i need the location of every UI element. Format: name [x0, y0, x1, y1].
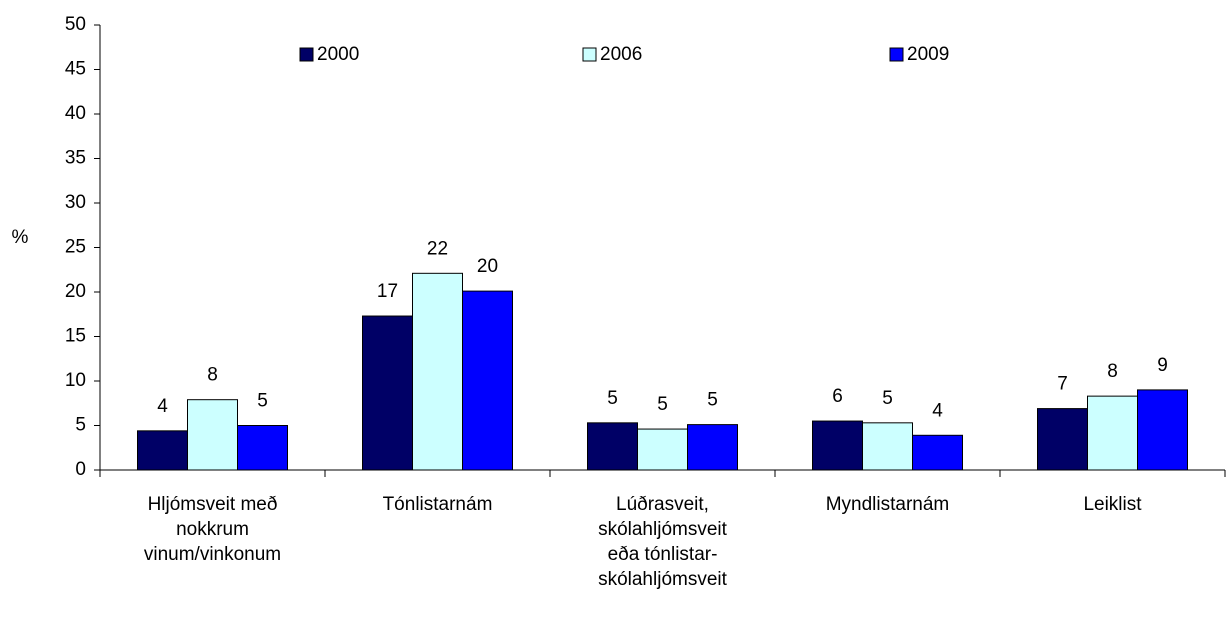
y-tick-label: 5 [75, 415, 86, 436]
y-tick-label: 20 [65, 281, 86, 302]
data-label: 5 [607, 388, 618, 409]
y-tick-label: 25 [65, 237, 86, 258]
legend-label: 2009 [907, 44, 949, 65]
x-tick-label: Hljómsveit með nokkrum vinum/vinkonum [143, 494, 282, 565]
bar [812, 420, 863, 471]
y-tick-label: 30 [65, 192, 86, 213]
y-tick-label: 10 [65, 370, 86, 391]
y-axis-label: % [12, 227, 29, 248]
data-label: 8 [207, 365, 218, 386]
bar [912, 434, 963, 471]
data-label: 4 [157, 396, 168, 417]
data-label: 5 [257, 391, 268, 412]
bar [1037, 408, 1088, 471]
x-tick-label: Myndlistarnám [825, 494, 950, 515]
legend-swatch [889, 47, 904, 62]
y-tick-label: 45 [65, 59, 86, 80]
data-label: 8 [1107, 361, 1118, 382]
data-label: 4 [932, 400, 943, 421]
y-tick-label: 50 [65, 14, 86, 35]
y-tick-label: 15 [65, 326, 86, 347]
legend-label: 2006 [600, 44, 642, 65]
data-label: 6 [832, 386, 843, 407]
bar [1137, 389, 1188, 471]
data-label: 22 [427, 238, 448, 259]
bar [462, 290, 513, 471]
bar [187, 399, 238, 471]
bar [637, 428, 688, 471]
data-label: 5 [882, 388, 893, 409]
legend-label: 2000 [317, 44, 359, 65]
bar [137, 430, 188, 471]
x-tick-label: Tónlistarnám [382, 494, 493, 515]
bar [1087, 395, 1138, 471]
bar [862, 422, 913, 471]
bar [687, 424, 738, 471]
legend-swatch [582, 47, 597, 62]
data-label: 17 [377, 281, 398, 302]
y-tick-label: 35 [65, 148, 86, 169]
y-tick-label: 0 [75, 459, 86, 480]
bar [362, 315, 413, 471]
legend-swatch [299, 47, 314, 62]
data-label: 7 [1057, 374, 1068, 395]
x-tick-label: Leiklist [1083, 494, 1142, 515]
y-tick-label: 40 [65, 103, 86, 124]
data-label: 20 [477, 256, 498, 277]
bar [412, 272, 463, 471]
data-label: 5 [657, 394, 668, 415]
data-label: 9 [1157, 355, 1168, 376]
bar [587, 422, 638, 471]
data-label: 5 [707, 390, 718, 411]
x-tick-label: Lúðrasveit, skólahljómsveit eða tónlista… [598, 494, 727, 590]
bar [237, 425, 288, 471]
